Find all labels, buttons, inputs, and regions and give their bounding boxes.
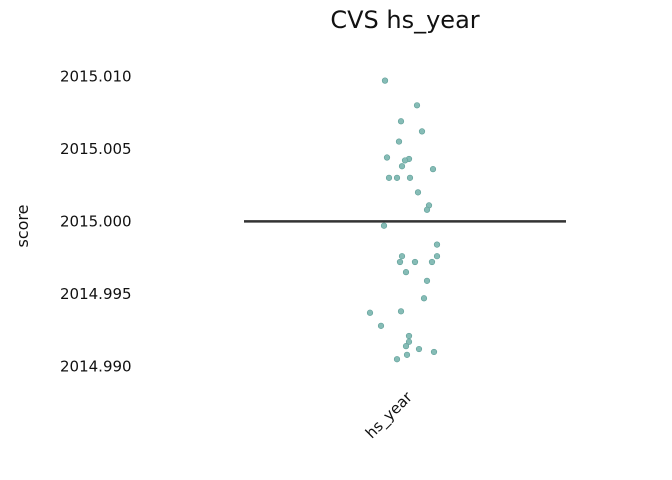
data-point (413, 102, 421, 109)
data-point (395, 138, 403, 145)
data-point (396, 258, 404, 266)
y-tick-label: 2015.000 (60, 212, 132, 230)
y-axis: 2015.010 2015.005 2015.000 2014.995 2014.990 (60, 67, 132, 375)
data-point (418, 128, 426, 135)
data-point (433, 253, 441, 260)
data-points (366, 77, 441, 363)
data-point (401, 157, 409, 164)
data-point (377, 322, 385, 329)
data-point (405, 338, 413, 345)
y-tick-label: 2014.995 (60, 285, 132, 303)
chart-title: CVS hs_year (330, 6, 480, 34)
data-point (411, 258, 419, 266)
data-point (397, 118, 405, 125)
y-tick-label: 2015.010 (60, 67, 132, 85)
data-point (381, 77, 389, 84)
data-point (398, 163, 406, 170)
data-point (383, 154, 391, 161)
x-tick-label: hs_year (362, 388, 417, 443)
data-point (414, 189, 422, 196)
data-point (420, 295, 428, 302)
data-point (405, 332, 413, 340)
data-point (429, 166, 437, 173)
data-point (397, 308, 405, 315)
data-point (403, 351, 411, 358)
data-point (393, 174, 401, 181)
data-point (402, 269, 410, 276)
data-point (433, 241, 441, 248)
data-point (398, 253, 406, 260)
data-point (402, 343, 410, 350)
x-axis: hs_year (362, 388, 417, 443)
y-axis-label: score (13, 205, 32, 248)
data-point (430, 348, 438, 356)
data-point (406, 174, 414, 181)
data-point (380, 222, 388, 229)
data-point (385, 174, 393, 181)
data-point (423, 206, 431, 213)
y-tick-label: 2015.005 (60, 140, 132, 158)
data-point (423, 277, 431, 284)
data-point (415, 345, 423, 353)
data-point (366, 309, 374, 316)
data-point (428, 258, 436, 266)
data-point (393, 356, 401, 363)
y-tick-label: 2014.990 (60, 357, 132, 375)
